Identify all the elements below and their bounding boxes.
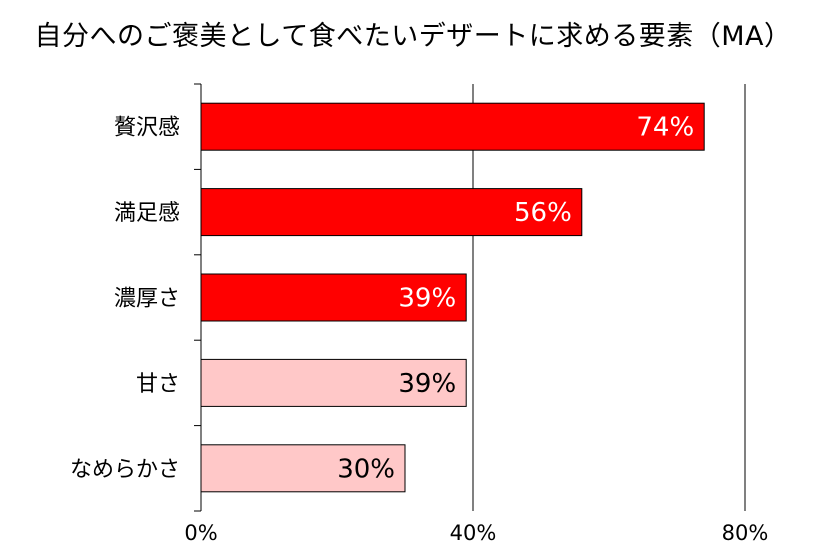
x-tick-label: 0% <box>184 521 217 545</box>
data-label: 56% <box>514 198 572 228</box>
axes <box>194 83 202 512</box>
category-label: 甘さ <box>136 372 180 397</box>
bar-甘さ <box>200 358 467 407</box>
data-label: 30% <box>337 454 395 484</box>
chart-title: 自分へのご褒美として食べたいデザートに求める要素（MA） <box>34 21 792 52</box>
category-label: なめらかさ <box>70 457 180 482</box>
x-tick-label: 40% <box>450 521 497 545</box>
category-label: 満足感 <box>114 201 180 226</box>
category-label: 贅沢感 <box>114 116 180 141</box>
x-tick-label: 80% <box>722 521 769 545</box>
labels: 0% 40% 80% 74% 贅沢感 56% 満足感 39% 濃厚さ 39% 甘さ 30% なめらかさ <box>70 113 768 545</box>
gridlines <box>472 84 746 511</box>
data-label: 39% <box>398 369 456 399</box>
data-label: 74% <box>636 113 694 143</box>
bar-なめらかさ <box>200 444 406 493</box>
category-label: 濃厚さ <box>114 287 180 312</box>
data-label: 39% <box>398 284 456 314</box>
bar-濃厚さ <box>200 273 467 322</box>
bar-贅沢感 <box>200 102 705 151</box>
